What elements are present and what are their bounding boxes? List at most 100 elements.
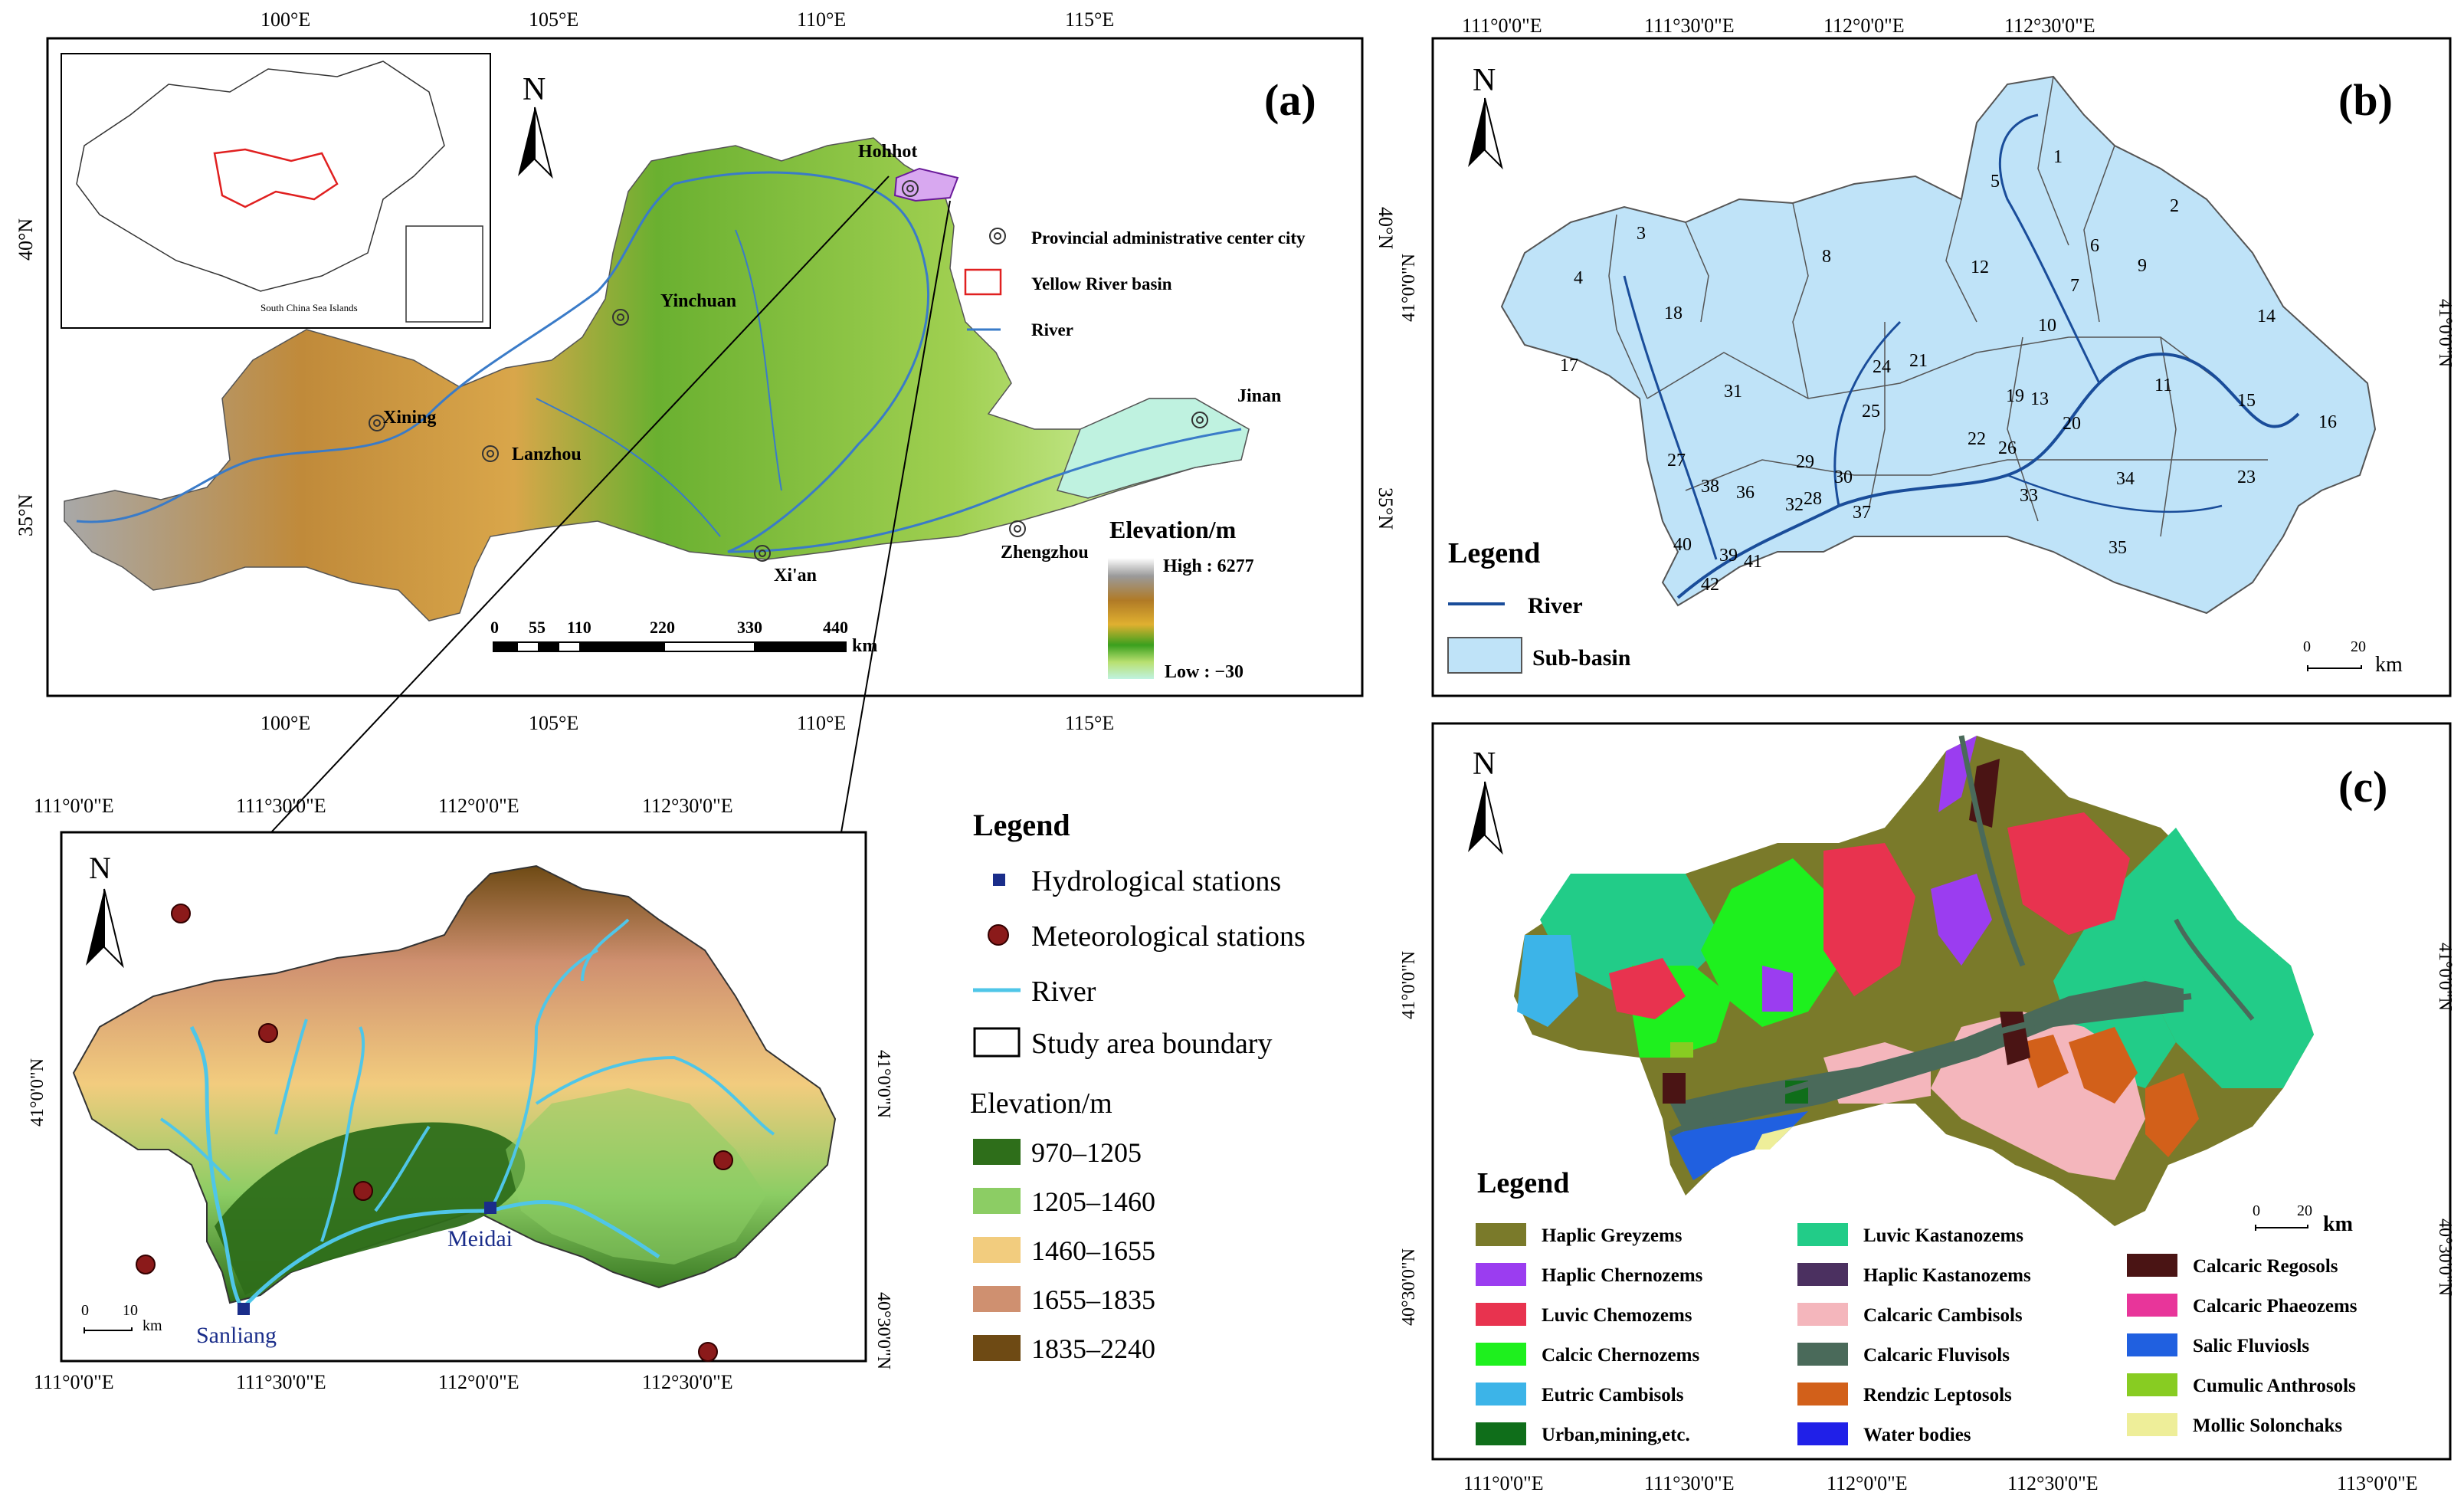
- elev-class-swatch: [973, 1139, 1021, 1165]
- soil-label: Haplic Greyzems: [1542, 1225, 1683, 1246]
- inset-label: South China Sea Islands: [260, 302, 358, 313]
- c-right-41: 41°0'0"N: [2435, 943, 2455, 1011]
- b-top-112: 112°0'0"E: [1823, 15, 1905, 37]
- subbasin-number: 10: [2038, 316, 2056, 336]
- d-right-41: 41°0'0"N: [873, 1050, 893, 1118]
- scale-a-330: 330: [737, 618, 762, 637]
- a-bottom-105: 105°E: [529, 712, 578, 734]
- legend-boundary: Study area boundary: [1031, 1028, 1272, 1060]
- subbasin-number: 20: [2063, 414, 2081, 434]
- a-top-105: 105°E: [529, 8, 578, 31]
- d-top-112: 112°0'0"E: [438, 795, 519, 817]
- subbasin-number: 1: [2053, 147, 2063, 167]
- soil-label: Rendzic Leptosols: [1863, 1385, 2012, 1406]
- main-legend-title: Legend: [973, 808, 1070, 842]
- soil-swatch: [1797, 1422, 1848, 1445]
- c-bottom-113: 113°0'0"E: [2337, 1472, 2418, 1494]
- panel-d-north-letter: N: [89, 851, 111, 885]
- d-top-112-30: 112°30'0"E: [642, 795, 733, 817]
- soil-swatch: [2127, 1254, 2177, 1277]
- d-top-111-30: 111°30'0"E: [236, 795, 326, 817]
- soil-swatch: [2127, 1294, 2177, 1317]
- a-top-100: 100°E: [260, 8, 310, 31]
- panel-a-label: (a): [1264, 75, 1316, 125]
- hydro-station-meidai: [484, 1202, 496, 1214]
- elev-class-label: 1835–2240: [1031, 1333, 1155, 1364]
- elev-class-label: 1460–1655: [1031, 1235, 1155, 1266]
- subbasin-number: 21: [1909, 351, 1928, 371]
- a-right-40: 40°N: [1375, 207, 1397, 249]
- c-bottom-112: 112°0'0"E: [1827, 1472, 1908, 1494]
- soil-label: Luvic Chemozems: [1542, 1305, 1692, 1326]
- subbasin-number: 7: [2070, 276, 2079, 296]
- subbasin-number: 2: [2170, 196, 2179, 216]
- city-yinchuan: Yinchuan: [660, 291, 736, 311]
- scale-b-unit: km: [2375, 653, 2403, 677]
- subbasin-number: 31: [1724, 382, 1742, 402]
- panel-a-north-letter: N: [523, 72, 546, 107]
- elevation-low: Low : −30: [1165, 662, 1243, 682]
- subbasin-number: 32: [1785, 495, 1804, 515]
- legend-basin: Yellow River basin: [1031, 274, 1172, 294]
- subbasin-number: 3: [1637, 224, 1646, 244]
- a-left-40: 40°N: [15, 218, 37, 261]
- d-left-41: 41°0'0"N: [28, 1058, 48, 1127]
- elev-class-swatch: [973, 1286, 1021, 1312]
- scale-d-10: 10: [123, 1302, 138, 1319]
- legend-meteo-icon: [988, 924, 1009, 946]
- subbasin-number: 11: [2154, 376, 2172, 395]
- north-arrow-icon: [1468, 782, 1485, 852]
- legend-d-river: River: [1031, 976, 1096, 1008]
- legend-meteo: Meteorological stations: [1031, 920, 1306, 953]
- legend-elev-title: Elevation/m: [970, 1087, 1112, 1120]
- scale-a-0: 0: [490, 618, 499, 637]
- soil-swatch: [1476, 1303, 1526, 1326]
- river-network-b: [1676, 353, 2300, 599]
- subbasin-number: 15: [2237, 391, 2256, 411]
- city-hohhot: Hohhot: [858, 142, 917, 162]
- yellow-river-basin: [64, 137, 1250, 622]
- subbasin-number: 5: [1991, 172, 2000, 192]
- soil-label: Luvic Kastanozems: [1863, 1225, 2023, 1246]
- c-left-40-30: 40°30'0"N: [1399, 1248, 1419, 1326]
- panel-c: (c) N Legend Haplic Greyzems Haplic Chern…: [1399, 722, 2455, 1494]
- subbasin-number: 33: [2020, 486, 2038, 506]
- soil-swatch: [1476, 1422, 1526, 1445]
- meteorological-station-markers: [136, 904, 733, 1362]
- elev-class-swatch: [973, 1188, 1021, 1214]
- subbasin-area: [1500, 75, 2377, 615]
- subbasin-number: 22: [1968, 429, 1986, 449]
- subbasin-number: 28: [1804, 489, 1822, 509]
- soil-label: Urban,mining,etc.: [1542, 1425, 1690, 1445]
- b-top-112-30: 112°30'0"E: [2004, 15, 2095, 37]
- river-network-d: [189, 1025, 244, 1310]
- subbasin-number: 25: [1862, 402, 1880, 421]
- subbasin-number: 23: [2237, 467, 2256, 487]
- hydro-station-sanliang: [238, 1303, 250, 1315]
- subbasin-number: 6: [2090, 236, 2099, 256]
- a-left-35: 35°N: [15, 494, 37, 536]
- elev-class-label: 1655–1835: [1031, 1284, 1155, 1315]
- subbasin-number: 17: [1560, 356, 1578, 376]
- subbasin-number: 42: [1701, 575, 1719, 595]
- subbasin-number: 30: [1834, 467, 1853, 487]
- soil-swatch: [1797, 1263, 1848, 1286]
- city-jinan: Jinan: [1237, 386, 1281, 406]
- legend-hydro-icon: [993, 874, 1005, 886]
- scale-b-20: 20: [2351, 638, 2366, 655]
- legend-provincial-city: Provincial administrative center city: [1031, 228, 1306, 248]
- soil-swatch: [1476, 1223, 1526, 1246]
- soil-label: Haplic Kastanozems: [1863, 1265, 2031, 1286]
- a-top-115: 115°E: [1065, 8, 1114, 31]
- subbasin-number: 9: [2138, 256, 2147, 276]
- elevation-high: High : 6277: [1163, 556, 1254, 576]
- panel-c-label: (c): [2338, 762, 2387, 812]
- b-top-111: 111°0'0"E: [1462, 15, 1542, 37]
- subbasin-number: 35: [2108, 538, 2127, 558]
- subbasin-number: 27: [1667, 451, 1686, 471]
- c-bottom-111-30: 111°30'0"E: [1644, 1472, 1735, 1494]
- subbasin-number: 40: [1673, 535, 1692, 555]
